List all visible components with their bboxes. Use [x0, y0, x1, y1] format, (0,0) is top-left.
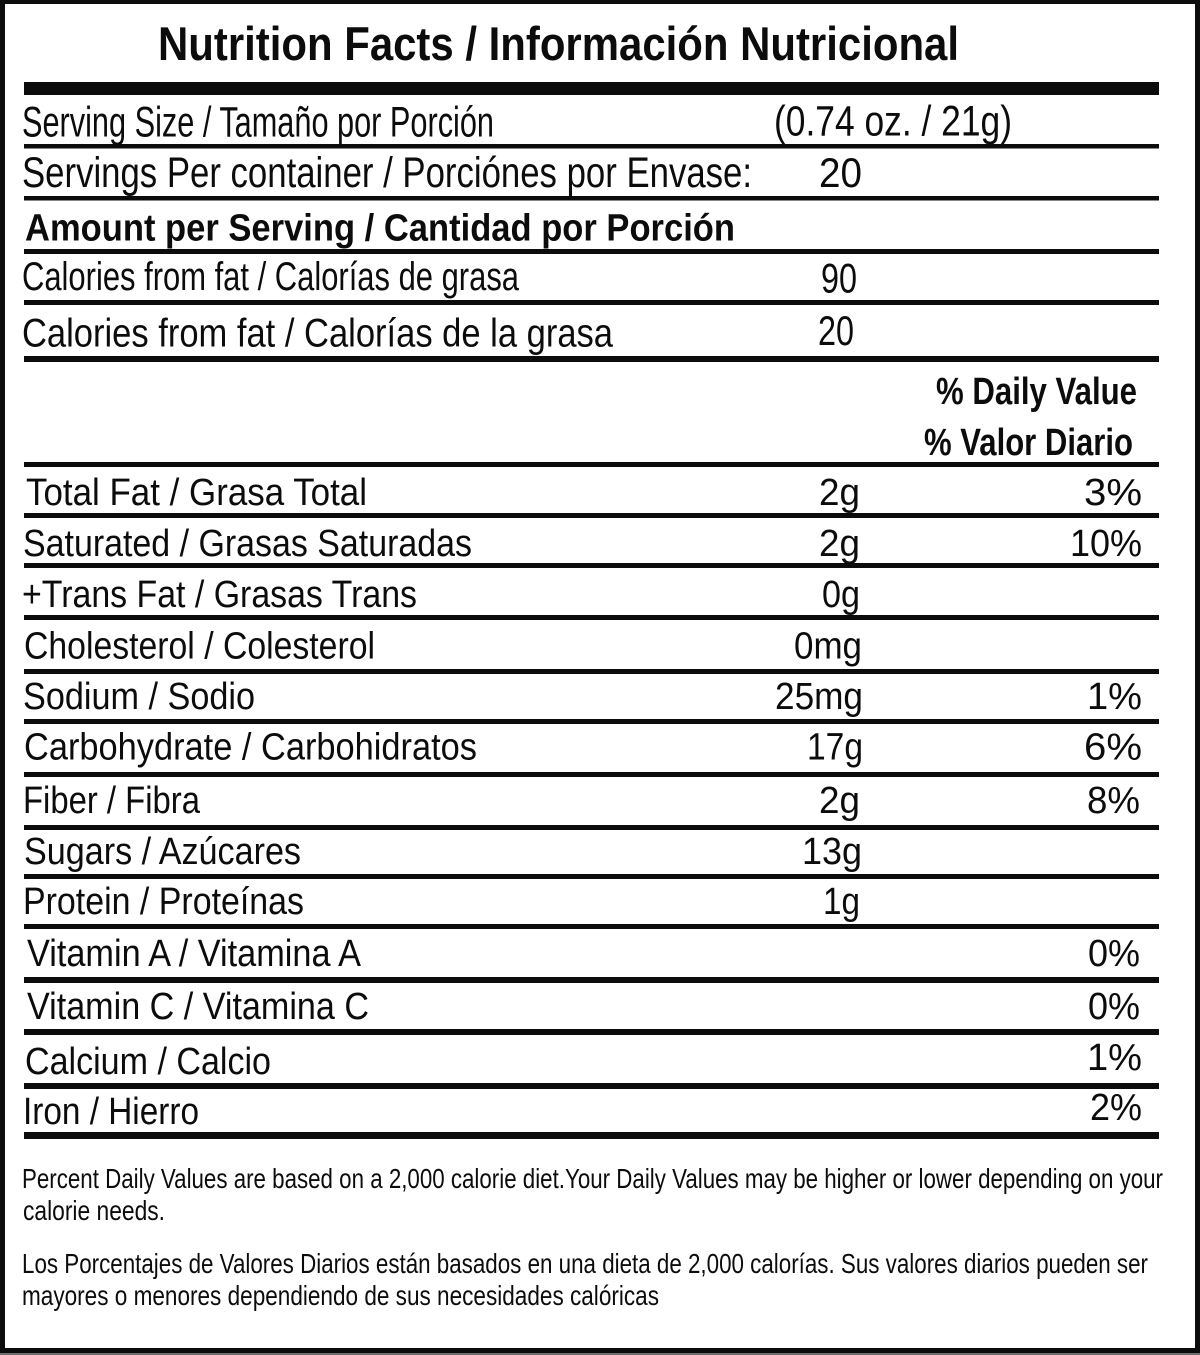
svg-text:2%: 2% — [1090, 1087, 1142, 1129]
svg-text:90: 90 — [821, 255, 857, 302]
svg-text:0%: 0% — [1088, 986, 1140, 1028]
svg-text:Servings Per container / Porci: Servings Per container / Porciónes por E… — [22, 149, 752, 197]
svg-text:8%: 8% — [1087, 780, 1140, 822]
svg-text:6%: 6% — [1084, 727, 1142, 769]
svg-text:3%: 3% — [1084, 472, 1142, 514]
svg-text:2g: 2g — [819, 472, 860, 514]
svg-text:(0.74 oz. / 21g): (0.74 oz. / 21g) — [774, 98, 1012, 146]
svg-text:Amount per Serving / Cantidad: Amount per Serving / Cantidad por Porció… — [25, 208, 735, 250]
svg-text:Total Fat / Grasa Total: Total Fat / Grasa Total — [26, 472, 367, 514]
svg-text:0%: 0% — [1088, 933, 1140, 975]
svg-text:Nutrition Facts / Información: Nutrition Facts / Información Nutriciona… — [158, 18, 959, 71]
svg-text:Sugars / Azúcares: Sugars / Azúcares — [24, 831, 301, 873]
svg-text:Serving Size / Tamaño por Porc: Serving Size / Tamaño por Porción — [22, 99, 494, 147]
svg-text:0g: 0g — [822, 574, 860, 616]
svg-text:Sodium / Sodio: Sodium / Sodio — [23, 676, 255, 718]
svg-text:20: 20 — [819, 149, 862, 196]
svg-text:1%: 1% — [1087, 1037, 1142, 1079]
svg-text:10%: 10% — [1070, 523, 1142, 565]
svg-text:20: 20 — [818, 307, 854, 354]
svg-text:Calcium / Calcio: Calcium / Calcio — [25, 1041, 271, 1083]
svg-text:Los Porcentajes de Valores Dia: Los Porcentajes de Valores Diarios están… — [22, 1248, 1148, 1279]
svg-text:calorie needs.: calorie needs. — [23, 1195, 165, 1226]
svg-text:2g: 2g — [819, 523, 860, 565]
svg-text:mayores o menores dependiendo: mayores o menores dependiendo de sus nec… — [22, 1280, 659, 1311]
svg-text:Carbohydrate / Carbohidratos: Carbohydrate / Carbohidratos — [24, 727, 477, 769]
svg-text:Calories from fat / Calorías d: Calories from fat / Calorías de la grasa — [22, 312, 614, 356]
svg-text:% Valor Diario: % Valor Diario — [924, 422, 1133, 464]
svg-text:25mg: 25mg — [775, 676, 863, 718]
svg-text:1%: 1% — [1087, 676, 1142, 718]
svg-text:Fiber / Fibra: Fiber / Fibra — [23, 780, 201, 822]
svg-text:Saturated / Grasas Saturadas: Saturated / Grasas Saturadas — [23, 523, 472, 565]
svg-text:Protein / Proteínas: Protein / Proteínas — [23, 881, 304, 923]
svg-text:Vitamin C / Vitamina C: Vitamin C / Vitamina C — [27, 986, 369, 1028]
svg-text:1g: 1g — [823, 881, 860, 923]
svg-text:17g: 17g — [807, 727, 863, 769]
svg-text:+Trans Fat / Grasas Trans: +Trans Fat / Grasas Trans — [22, 574, 417, 616]
svg-text:Cholesterol / Colesterol: Cholesterol / Colesterol — [24, 626, 375, 668]
svg-text:2g: 2g — [819, 780, 860, 822]
svg-text:Vitamin A / Vitamina A: Vitamin A / Vitamina A — [27, 933, 362, 975]
svg-text:13g: 13g — [802, 831, 862, 873]
svg-text:Calories from fat / Calorías d: Calories from fat / Calorías de grasa — [22, 255, 520, 299]
svg-text:% Daily Value: % Daily Value — [936, 371, 1137, 413]
svg-text:Percent Daily Values are based: Percent Daily Values are based on a 2,00… — [22, 1163, 1163, 1194]
svg-text:0mg: 0mg — [794, 626, 862, 668]
svg-text:Iron / Hierro: Iron / Hierro — [23, 1091, 199, 1133]
